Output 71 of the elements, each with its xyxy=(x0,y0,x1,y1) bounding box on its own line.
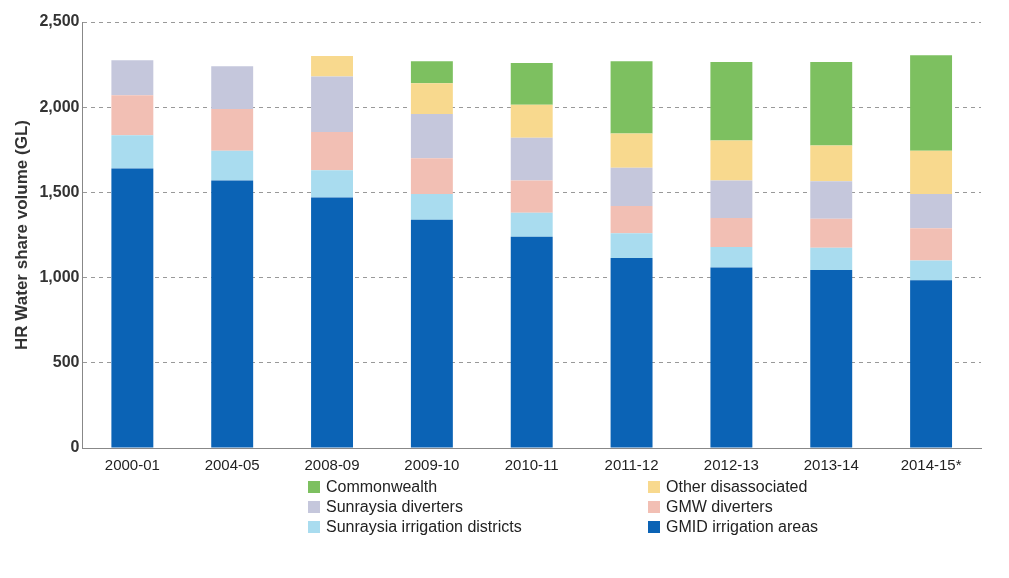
x-tick-label: 2011-12 xyxy=(604,456,659,474)
bar xyxy=(410,194,453,220)
bar xyxy=(610,206,653,234)
bar xyxy=(410,114,453,159)
bar xyxy=(111,60,154,96)
y-tick-label: 2,500 xyxy=(39,12,80,30)
bar xyxy=(710,140,753,181)
y-tick-label: 1,000 xyxy=(39,268,80,286)
bar xyxy=(710,180,753,218)
bar xyxy=(311,131,354,171)
bar xyxy=(610,167,653,207)
bar xyxy=(510,137,553,181)
x-tick-label: 2008-09 xyxy=(304,456,360,474)
bar xyxy=(211,108,254,151)
bar xyxy=(311,76,354,132)
bar xyxy=(111,95,154,136)
legend-label: GMW diverters xyxy=(666,498,773,516)
legend-label: Other disassociated xyxy=(666,478,808,496)
x-tick-label: 2012-13 xyxy=(703,456,759,474)
bar xyxy=(610,133,653,168)
bar xyxy=(910,194,953,229)
x-tick-label: 2000-01 xyxy=(104,456,160,474)
bar xyxy=(311,170,354,198)
bar xyxy=(311,56,354,77)
bar xyxy=(810,145,853,182)
bar xyxy=(510,62,553,105)
x-tick-label: 2010-11 xyxy=(504,456,559,474)
bar xyxy=(710,267,753,448)
bar xyxy=(510,212,553,237)
bar xyxy=(211,150,254,181)
x-tick-label: 2014-15* xyxy=(900,456,962,474)
bar xyxy=(610,258,653,448)
legend-label: Sunraysia irrigation districts xyxy=(326,518,522,536)
y-tick-label: 1,500 xyxy=(39,182,80,200)
bar xyxy=(311,197,354,448)
legend-label: Commonwealth xyxy=(326,478,438,496)
x-tick-label: 2013-14 xyxy=(803,456,859,474)
bar xyxy=(610,233,653,258)
bar xyxy=(510,104,553,138)
bar xyxy=(410,61,453,84)
bar xyxy=(910,260,953,281)
y-tick-label: 2,000 xyxy=(39,97,80,115)
bar xyxy=(910,280,953,448)
legend-label: GMID irrigation areas xyxy=(666,518,819,536)
y-tick-label: 0 xyxy=(70,438,80,456)
bar xyxy=(410,158,453,195)
x-tick-label: 2004-05 xyxy=(204,456,260,474)
bar xyxy=(111,168,154,448)
bar xyxy=(910,228,953,261)
bar xyxy=(510,236,553,448)
bar xyxy=(810,247,853,270)
bar xyxy=(410,83,453,115)
bar xyxy=(111,135,154,169)
bar xyxy=(710,217,753,247)
bar xyxy=(810,62,853,146)
bar xyxy=(410,219,453,448)
bar xyxy=(910,55,953,151)
bar xyxy=(211,180,254,448)
bar xyxy=(710,62,753,141)
bar xyxy=(810,181,853,219)
bar xyxy=(810,269,853,448)
bar xyxy=(510,180,553,213)
bar xyxy=(610,61,653,134)
legend-label: Sunraysia diverters xyxy=(326,498,463,516)
x-tick-label: 2009-10 xyxy=(404,456,460,474)
y-axis-title: HR Water share volume (GL) xyxy=(11,120,31,350)
bar xyxy=(910,150,953,195)
y-tick-label: 500 xyxy=(52,353,80,371)
bar xyxy=(710,246,753,268)
bar xyxy=(211,66,254,109)
bar xyxy=(810,218,853,248)
